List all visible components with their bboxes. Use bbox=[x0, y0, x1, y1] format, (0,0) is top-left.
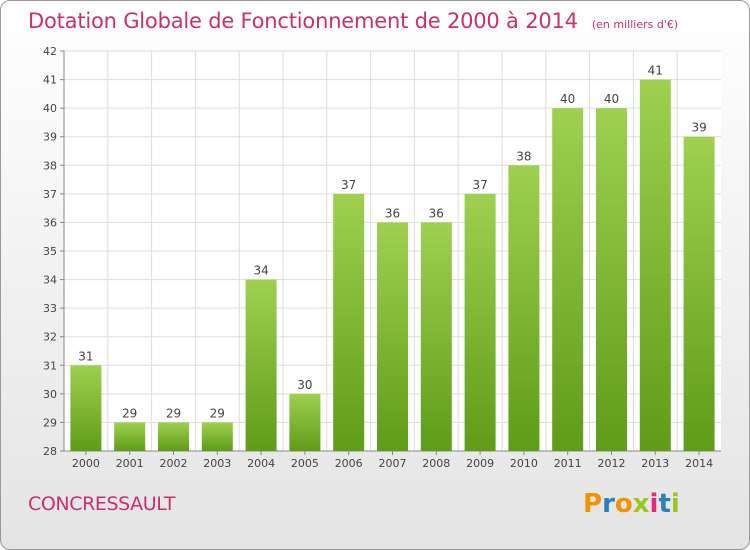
data-label: 36 bbox=[385, 206, 400, 220]
data-label: 29 bbox=[122, 406, 137, 420]
x-tick-label: 2011 bbox=[554, 457, 582, 470]
y-tick-label: 39 bbox=[43, 131, 57, 144]
y-tick-label: 41 bbox=[43, 74, 57, 87]
bar-2013 bbox=[639, 79, 671, 452]
bar-2000 bbox=[70, 365, 102, 451]
y-tick-label: 31 bbox=[43, 359, 57, 372]
y-tick-label: 38 bbox=[43, 159, 57, 172]
brand-letter: r bbox=[602, 489, 615, 519]
bars bbox=[70, 79, 715, 452]
x-tick-label: 2010 bbox=[510, 457, 538, 470]
y-tick-label: 33 bbox=[43, 302, 57, 315]
x-tick-label: 2005 bbox=[291, 457, 319, 470]
place-name: CONCRESSAULT bbox=[28, 493, 176, 515]
y-tick-label: 29 bbox=[43, 416, 57, 429]
bar-2001 bbox=[114, 422, 146, 451]
bar-2010 bbox=[508, 165, 540, 452]
brand-letter: o bbox=[614, 489, 633, 519]
x-tick-label: 2014 bbox=[685, 457, 713, 470]
brand-letter: i bbox=[670, 489, 680, 519]
bar-2012 bbox=[596, 108, 627, 452]
x-tick-label: 2013 bbox=[641, 457, 669, 470]
x-tick-label: 2009 bbox=[466, 457, 494, 470]
y-tick-label: 42 bbox=[43, 45, 57, 58]
data-label: 39 bbox=[691, 121, 706, 135]
data-label: 31 bbox=[78, 349, 93, 363]
x-tick-label: 2004 bbox=[247, 457, 275, 470]
x-tick-label: 2006 bbox=[335, 457, 363, 470]
title-row: Dotation Globale de Fonctionnement de 20… bbox=[28, 9, 678, 33]
chart-unit: (en milliers d'€) bbox=[591, 18, 679, 31]
bar-2005 bbox=[289, 393, 321, 451]
data-label: 34 bbox=[253, 264, 268, 278]
brand-letter: P bbox=[583, 489, 603, 519]
y-tick-label: 32 bbox=[43, 331, 57, 344]
brand-letter: x bbox=[632, 489, 650, 519]
data-label: 40 bbox=[604, 92, 619, 106]
y-tick-label: 34 bbox=[43, 274, 57, 287]
y-tick-label: 30 bbox=[43, 388, 57, 401]
bar-2014 bbox=[683, 136, 715, 451]
brand-letter: t bbox=[658, 489, 671, 519]
x-tick-label: 2007 bbox=[379, 457, 407, 470]
y-tick-label: 28 bbox=[43, 445, 57, 458]
data-label: 41 bbox=[648, 64, 663, 78]
brand-logo[interactable]: Proxiti bbox=[583, 489, 680, 519]
x-tick-label: 2000 bbox=[72, 457, 100, 470]
bar-2008 bbox=[420, 222, 452, 451]
y-tick-label: 36 bbox=[43, 216, 57, 229]
x-tick-label: 2012 bbox=[598, 457, 626, 470]
bar-2011 bbox=[552, 108, 584, 452]
data-label: 30 bbox=[297, 378, 312, 392]
bar-2002 bbox=[158, 422, 189, 451]
data-label: 37 bbox=[341, 178, 356, 192]
data-label: 40 bbox=[560, 92, 575, 106]
y-tick-label: 37 bbox=[43, 188, 57, 201]
bar-2006 bbox=[333, 193, 365, 451]
data-label: 37 bbox=[472, 178, 487, 192]
y-tick-label: 40 bbox=[43, 102, 57, 115]
x-tick-label: 2008 bbox=[422, 457, 450, 470]
bar-2004 bbox=[245, 279, 277, 451]
brand-letter: i bbox=[649, 489, 659, 519]
chart-title: Dotation Globale de Fonctionnement de 20… bbox=[28, 9, 578, 33]
data-labels: 31 29 29 29 34 30 37 36 36 37 38 40 40 41 39 bbox=[78, 64, 706, 421]
data-label: 29 bbox=[210, 406, 225, 420]
bar-2009 bbox=[464, 193, 496, 451]
x-tick-label: 2001 bbox=[116, 457, 144, 470]
data-label: 36 bbox=[429, 206, 444, 220]
data-label: 38 bbox=[516, 149, 531, 163]
y-tick-label: 35 bbox=[43, 245, 57, 258]
bar-2003 bbox=[201, 422, 233, 451]
x-tick-label: 2002 bbox=[160, 457, 188, 470]
x-tick-label: 2003 bbox=[203, 457, 231, 470]
data-label: 29 bbox=[166, 406, 181, 420]
bar-2007 bbox=[377, 222, 408, 451]
